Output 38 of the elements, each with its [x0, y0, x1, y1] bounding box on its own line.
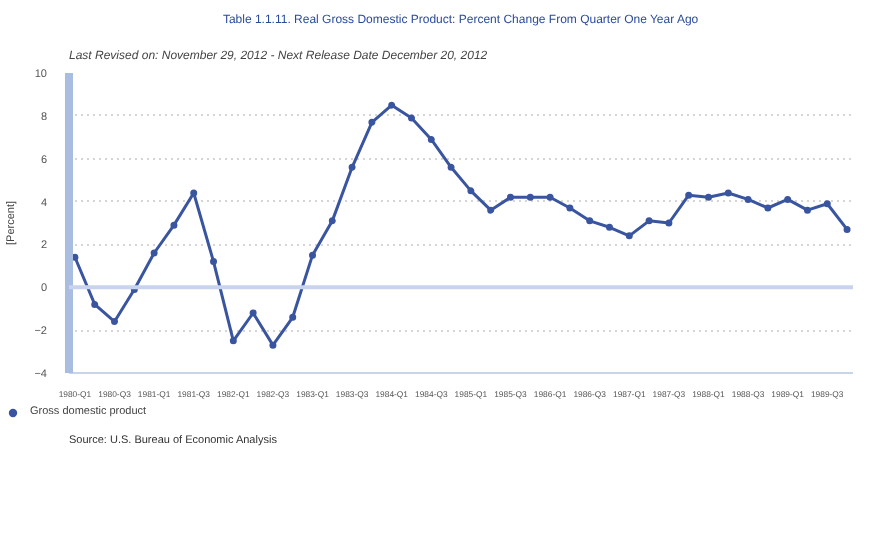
- point: [625, 232, 633, 240]
- point: [685, 191, 693, 199]
- point: [546, 193, 554, 201]
- point: [487, 206, 495, 214]
- point: [111, 318, 119, 326]
- point: [427, 135, 435, 143]
- point: [210, 258, 218, 266]
- point: [408, 114, 416, 122]
- point: [586, 217, 594, 225]
- point: [506, 193, 514, 201]
- point: [309, 251, 317, 259]
- point: [447, 163, 455, 171]
- point: [190, 189, 198, 197]
- point: [150, 249, 158, 257]
- point: [566, 204, 574, 212]
- point: [91, 300, 99, 308]
- point: [526, 193, 534, 201]
- point: [249, 309, 257, 317]
- point: [665, 219, 673, 227]
- point: [645, 217, 653, 225]
- point: [605, 223, 613, 231]
- point: [843, 225, 851, 233]
- point: [467, 187, 475, 195]
- point: [170, 221, 178, 229]
- point: [803, 206, 811, 214]
- point: [269, 341, 277, 349]
- point: [704, 193, 712, 201]
- point: [368, 118, 376, 126]
- point: [229, 337, 237, 345]
- point: [764, 204, 772, 212]
- point: [744, 195, 752, 203]
- point: [724, 189, 732, 197]
- point: [348, 163, 356, 171]
- point: [784, 195, 792, 203]
- point: [823, 200, 831, 208]
- point: [289, 313, 297, 321]
- point: [328, 217, 336, 225]
- point: [388, 101, 396, 109]
